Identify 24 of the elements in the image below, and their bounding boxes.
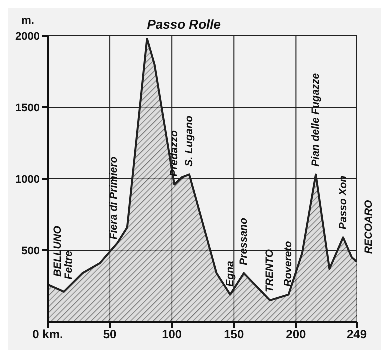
annotation: S. Lugano: [183, 115, 196, 167]
x-tick-label: 249: [346, 328, 368, 342]
annotation: Fiera di Primiero: [108, 156, 120, 240]
y-axis-title: m.: [22, 15, 34, 27]
x-tick-label: 200: [286, 328, 307, 342]
x-tick-label: 0 km.: [32, 328, 64, 342]
x-tick-label: 100: [162, 328, 182, 342]
annotation: Egna: [224, 261, 236, 287]
y-tick-label: 2000: [16, 30, 40, 43]
annotation: RECOARO: [363, 200, 375, 254]
annotation: Pressano: [238, 218, 250, 266]
annotation: Rovereto: [282, 240, 295, 287]
y-tick-label: 1500: [16, 102, 40, 114]
annotation: Predazzo: [168, 130, 181, 177]
x-tick-label: 50: [103, 328, 118, 342]
y-tick-label: 500: [22, 245, 40, 258]
annotation: BELLUNO: [52, 226, 64, 277]
annotation: Passo Xon: [337, 176, 350, 230]
annotation: TRENTO: [264, 250, 276, 293]
annotation: Passo Rolle: [147, 16, 221, 32]
annotation: Pian delle Fugazze: [310, 73, 322, 167]
x-tick-label: 150: [224, 328, 244, 342]
y-tick-label: 1000: [16, 174, 40, 186]
annotation: Feltre: [63, 250, 76, 280]
